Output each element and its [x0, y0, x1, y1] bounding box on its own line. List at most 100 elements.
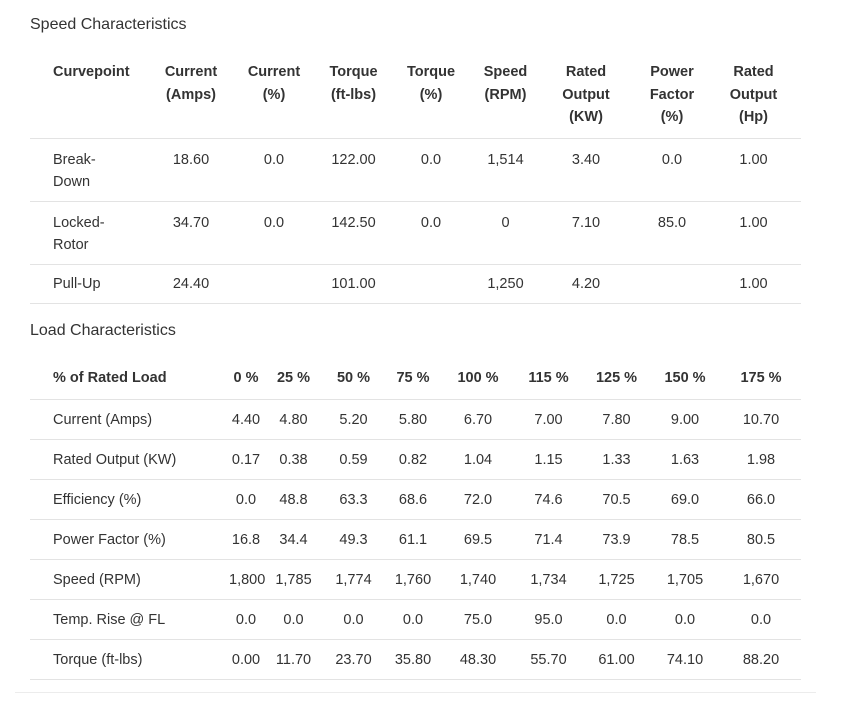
load-cell: 1.15 — [534, 451, 563, 468]
load-row-temp-rise: Temp. Rise @ FL 0.0 0.0 0.0 0.0 75.0 95.… — [30, 599, 801, 639]
load-cell: 71.4 — [534, 531, 563, 548]
load-cell: 16.8 — [231, 531, 261, 548]
load-cell: 1,740 — [459, 571, 497, 588]
load-row-speed: Speed (RPM) 1,800 1,785 1,774 1,760 1,74… — [30, 559, 801, 599]
footer-divider — [15, 692, 816, 693]
load-header-175: 175 % — [740, 370, 782, 386]
load-cell: 35.80 — [394, 651, 432, 668]
load-cell: 1,705 — [666, 571, 704, 588]
load-cell: 0.0 — [606, 611, 627, 628]
load-cell: 1,785 — [275, 571, 312, 588]
load-cell: 0.0 — [402, 611, 424, 628]
load-cell: 7.00 — [534, 411, 563, 428]
speed-cell: 7.10 — [571, 214, 601, 231]
load-row-label: Rated Output (KW) — [53, 451, 177, 468]
load-cell: 6.70 — [463, 411, 493, 428]
load-row-label: Temp. Rise @ FL — [53, 611, 166, 628]
load-cell: 68.6 — [398, 491, 428, 508]
speed-cell: 3.40 — [571, 151, 601, 168]
load-cell: 0.0 — [283, 611, 304, 628]
load-row-label: Torque (ft-lbs) — [53, 651, 143, 668]
speed-row-label: Break- Down — [53, 151, 96, 190]
speed-header-rated-output-hp: Rated Output (Hp) — [729, 64, 778, 125]
speed-header-speed-rpm: Speed (RPM) — [483, 64, 528, 103]
load-cell: 34.4 — [279, 531, 308, 548]
speed-header-row: Curvepoint Current (Amps) Current (%) Torq… — [30, 60, 801, 138]
load-cell: 0.0 — [235, 491, 257, 508]
load-cell: 11.70 — [275, 651, 312, 668]
load-row-power-factor: Power Factor (%) 16.8 34.4 49.3 61.1 69.… — [30, 519, 801, 559]
load-cell: 66.0 — [746, 491, 776, 508]
load-cell: 4.40 — [231, 411, 261, 428]
speed-cell: 34.70 — [172, 214, 210, 231]
load-cell: 74.10 — [666, 651, 704, 668]
load-header-25: 25 % — [276, 370, 311, 386]
load-header-115: 115 % — [528, 370, 569, 386]
speed-header-curvepoint: Curvepoint — [53, 64, 130, 80]
load-cell: 0.0 — [750, 611, 772, 628]
speed-row-label: Pull-Up — [53, 275, 101, 292]
load-cell: 10.70 — [742, 411, 780, 428]
load-row-torque: Torque (ft-lbs) 0.00 11.70 23.70 35.80 4… — [30, 639, 801, 679]
speed-header-current-pct: Current (%) — [247, 64, 301, 103]
speed-cell: 4.20 — [571, 275, 601, 292]
speed-header-rated-output-kw: Rated Output (KW) — [562, 64, 610, 125]
speed-cell: 0.0 — [661, 151, 683, 168]
load-cell: 0.00 — [231, 651, 261, 668]
load-cell: 69.0 — [670, 491, 700, 508]
speed-cell — [638, 264, 706, 303]
load-cell: 0.59 — [339, 451, 368, 468]
speed-cell: 142.50 — [331, 214, 376, 231]
speed-row-break-down: Break- Down 18.60 0.0 122.00 0.0 1,514 3.… — [30, 138, 801, 201]
load-cell: 70.5 — [602, 491, 631, 508]
speed-cell: 24.40 — [172, 275, 210, 292]
speed-cell — [385, 264, 477, 303]
load-header-row: % of Rated Load 0 % 25 % 50 % 75 % 100 %… — [30, 366, 801, 399]
load-cell: 4.80 — [279, 411, 308, 428]
load-header-100: 100 % — [457, 370, 499, 386]
load-characteristics-table: % of Rated Load 0 % 25 % 50 % 75 % 100 %… — [30, 366, 801, 680]
load-cell: 0.0 — [235, 611, 257, 628]
load-row-label: Efficiency (%) — [53, 491, 142, 508]
load-row-label: Speed (RPM) — [53, 571, 141, 588]
load-cell: 23.70 — [335, 651, 372, 668]
load-cell: 1.33 — [602, 451, 631, 468]
load-cell: 1,800 — [229, 571, 266, 588]
load-cell: 63.3 — [339, 491, 368, 508]
speed-cell: 0.0 — [263, 151, 285, 168]
speed-header-torque-ftlbs: Torque (ft-lbs) — [329, 64, 378, 103]
load-cell: 49.3 — [339, 531, 368, 548]
load-cell: 95.0 — [534, 611, 563, 628]
speed-cell: 1,514 — [487, 151, 524, 168]
load-cell: 1,760 — [394, 571, 432, 588]
load-cell: 48.8 — [279, 491, 308, 508]
load-cell: 72.0 — [463, 491, 493, 508]
load-cell: 55.70 — [530, 651, 567, 668]
load-cell: 1,725 — [598, 571, 635, 588]
load-cell: 0.17 — [231, 451, 261, 468]
load-row-current: Current (Amps) 4.40 4.80 5.20 5.80 6.70 … — [30, 399, 801, 439]
speed-cell — [226, 264, 322, 303]
speed-row-pull-up: Pull-Up 24.40 101.00 1,250 4.20 1.00 — [30, 264, 801, 303]
load-cell: 5.80 — [398, 411, 428, 428]
load-row-label: Power Factor (%) — [53, 531, 166, 548]
speed-characteristics-table: Curvepoint Current (Amps) Current (%) Torq… — [30, 60, 801, 304]
load-cell: 78.5 — [670, 531, 700, 548]
speed-cell: 1.00 — [739, 275, 768, 292]
load-row-efficiency: Efficiency (%) 0.0 48.8 63.3 68.6 72.0 7… — [30, 479, 801, 519]
load-cell: 88.20 — [742, 651, 780, 668]
load-cell: 48.30 — [459, 651, 497, 668]
speed-row-label: Locked- Rotor — [53, 214, 105, 253]
speed-header-power-factor: Power Factor (%) — [649, 64, 695, 125]
load-cell: 73.9 — [602, 531, 631, 548]
speed-cell: 0 — [501, 214, 510, 231]
load-cell: 1,774 — [335, 571, 372, 588]
load-cell: 1.04 — [463, 451, 493, 468]
load-header-75: 75 % — [396, 370, 430, 386]
speed-cell: 85.0 — [657, 214, 687, 231]
load-header-125: 125 % — [595, 370, 638, 386]
speed-header-current-amps: Current (Amps) — [164, 64, 218, 103]
load-cell: 1.98 — [746, 451, 776, 468]
load-row-rated-output: Rated Output (KW) 0.17 0.38 0.59 0.82 1.… — [30, 439, 801, 479]
load-cell: 69.5 — [463, 531, 493, 548]
